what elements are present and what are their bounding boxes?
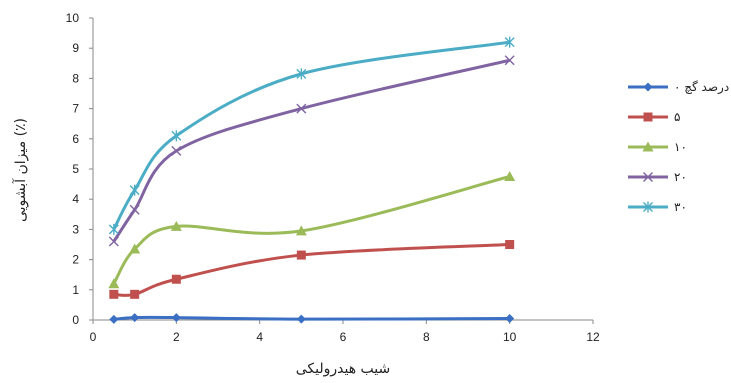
legend-item-2: ۱۰ bbox=[628, 140, 687, 154]
data-point bbox=[504, 171, 516, 182]
x-tick-label: 12 bbox=[586, 330, 600, 344]
data-point bbox=[129, 184, 140, 196]
data-point bbox=[171, 145, 182, 156]
data-point bbox=[109, 289, 119, 299]
data-point bbox=[504, 55, 515, 66]
data-point bbox=[505, 240, 515, 249]
x-tick-label: 2 bbox=[173, 330, 180, 344]
legend-label: ۵ bbox=[674, 110, 680, 124]
legend-marker bbox=[643, 112, 653, 122]
legend-item-3: ۲۰ bbox=[628, 170, 687, 184]
series-line bbox=[112, 58, 511, 243]
data-point bbox=[171, 274, 181, 284]
legend-label: ۳۰ bbox=[674, 200, 687, 214]
data-point bbox=[108, 223, 119, 235]
y-tick-label: 1 bbox=[72, 283, 79, 297]
x-axis-title: شیب هیدرولیکی bbox=[296, 361, 391, 377]
y-tick-label: 3 bbox=[72, 222, 79, 236]
data-point bbox=[108, 236, 119, 247]
x-tick-label: 6 bbox=[340, 330, 347, 344]
y-axis-title: میزان آبشویی (٪) bbox=[12, 118, 29, 222]
x-tick-label: 10 bbox=[503, 330, 517, 344]
series-1 bbox=[109, 240, 515, 299]
legend-label: ۲۰ bbox=[674, 170, 687, 184]
legend-marker bbox=[643, 172, 653, 182]
series-0 bbox=[109, 313, 515, 324]
legend-label: ۱۰ bbox=[674, 140, 687, 154]
legend-item-0: درصد گچ ۰ bbox=[628, 80, 729, 95]
data-point bbox=[130, 289, 140, 299]
y-tick-label: 8 bbox=[72, 71, 79, 85]
series-3 bbox=[108, 55, 515, 247]
y-tick-label: 6 bbox=[72, 132, 79, 146]
legend-item-4: ۳۰ bbox=[628, 200, 687, 214]
y-tick-label: 0 bbox=[72, 313, 79, 327]
data-point bbox=[171, 313, 181, 323]
y-tick-label: 7 bbox=[72, 102, 79, 116]
data-point bbox=[296, 103, 307, 114]
data-point bbox=[170, 220, 182, 231]
series-4 bbox=[108, 36, 515, 235]
legend-marker bbox=[643, 82, 653, 92]
y-tick-label: 4 bbox=[72, 192, 79, 206]
data-point bbox=[129, 243, 141, 254]
series-2 bbox=[108, 171, 516, 289]
data-point bbox=[296, 314, 306, 324]
data-point bbox=[296, 250, 306, 260]
data-point bbox=[171, 130, 182, 142]
legend-marker bbox=[642, 141, 654, 152]
y-tick-label: 5 bbox=[72, 162, 79, 176]
legend: درصد گچ ۰ ۵ ۱۰ ۲۰ ۳۰ bbox=[628, 80, 729, 214]
y-tick-label: 2 bbox=[72, 253, 79, 267]
data-point bbox=[296, 68, 307, 80]
series-layer bbox=[108, 36, 516, 324]
x-tick-label: 0 bbox=[90, 330, 97, 344]
x-tick-label: 8 bbox=[423, 330, 430, 344]
data-point bbox=[129, 204, 140, 215]
x-tick-label: 4 bbox=[256, 330, 263, 344]
data-point bbox=[504, 36, 515, 48]
series-line bbox=[112, 40, 510, 231]
data-point bbox=[130, 313, 140, 323]
data-point bbox=[108, 278, 120, 289]
series-line bbox=[113, 243, 510, 297]
data-point bbox=[505, 313, 515, 323]
y-tick-label: 9 bbox=[72, 41, 79, 55]
legend-marker bbox=[643, 201, 653, 213]
legend-label: درصد گچ ۰ bbox=[674, 80, 729, 95]
legend-item-1: ۵ bbox=[628, 110, 680, 124]
data-point bbox=[109, 314, 119, 324]
y-tick-label: 10 bbox=[66, 11, 80, 25]
data-point bbox=[295, 225, 307, 236]
